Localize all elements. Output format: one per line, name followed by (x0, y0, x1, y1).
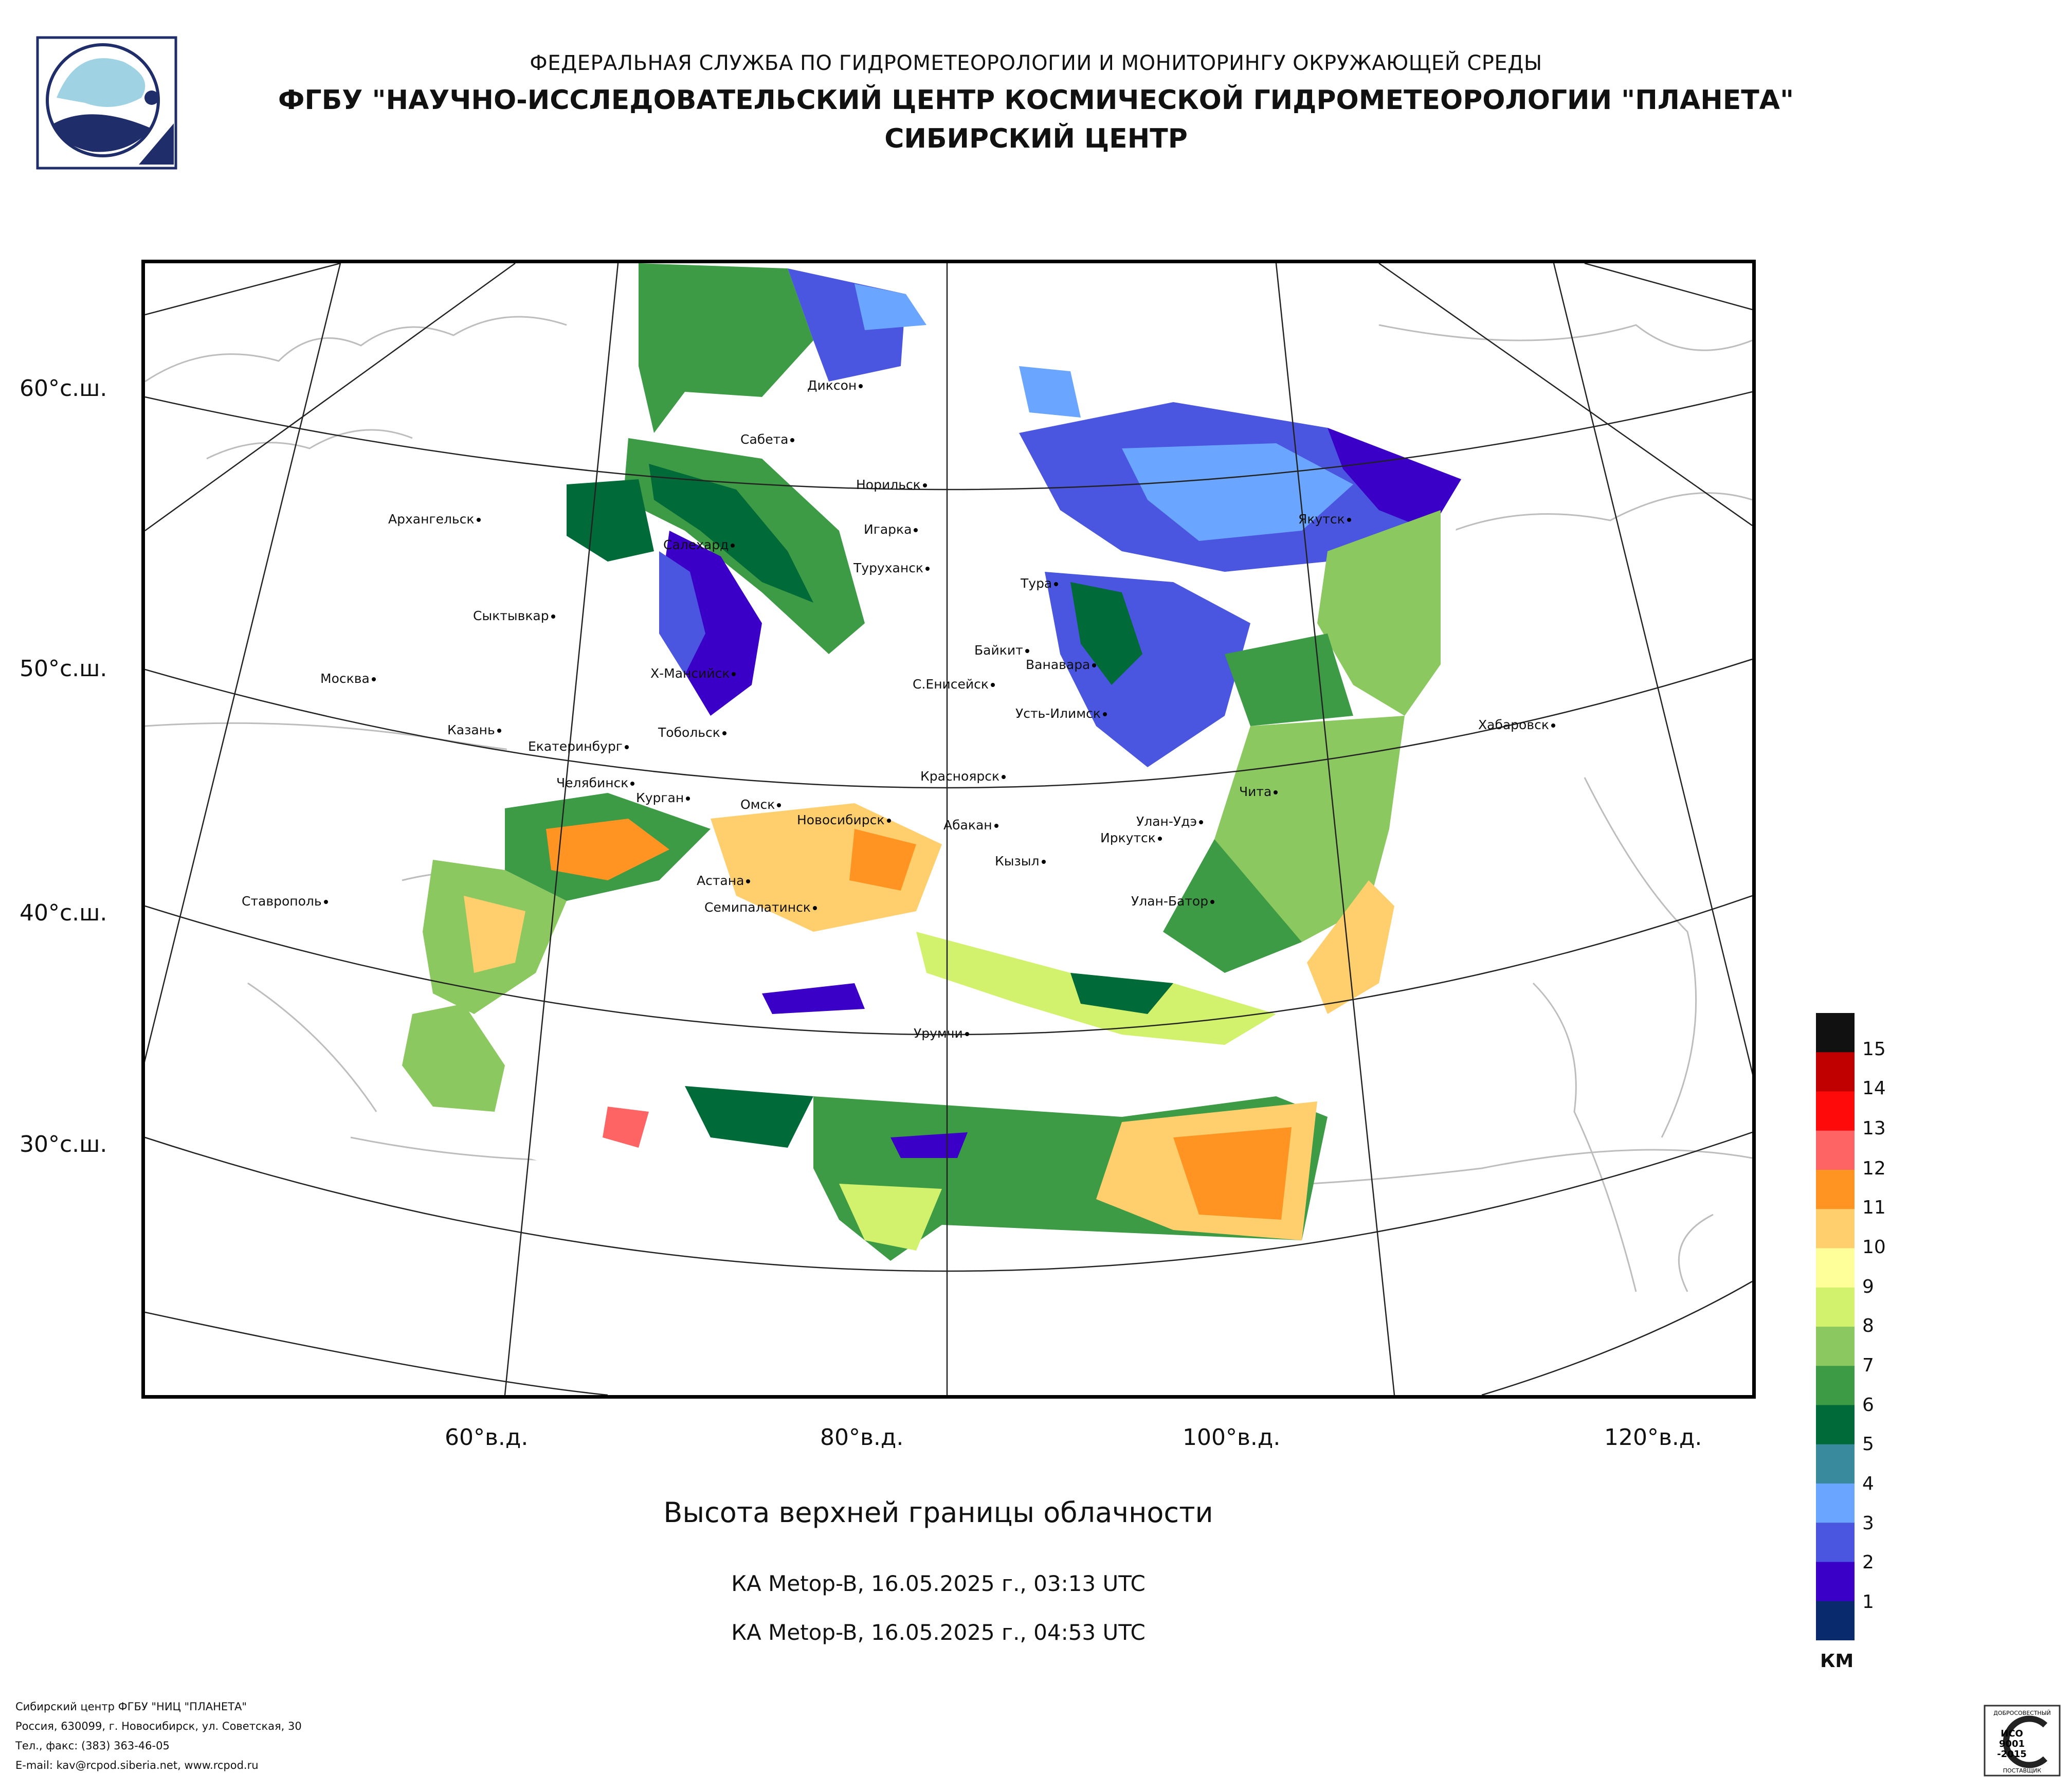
city-kyzyl: Кызыл (995, 854, 1046, 869)
lat-label-30: 30°с.ш. (20, 1131, 107, 1157)
city-urumchi: Урумчи (914, 1026, 969, 1041)
lon-label-80: 80°в.д. (820, 1424, 904, 1451)
cert-bottom-text: ПОСТАВЩИК (2003, 1767, 2042, 1774)
colorbar-cell (1816, 1327, 1855, 1366)
lon-label-100: 100°в.д. (1183, 1424, 1281, 1451)
satellite-pass-2: КА Metop-B, 16.05.2025 г., 04:53 UTC (731, 1620, 1146, 1645)
city-moskva: Москва (320, 671, 376, 686)
city-chelyabinsk: Челябинск (556, 775, 635, 790)
lat-label-50: 50°с.ш. (20, 656, 107, 682)
city-abakan: Абакан (943, 818, 998, 833)
satellite-pass-1: КА Metop-B, 16.05.2025 г., 03:13 UTC (731, 1571, 1146, 1596)
lon-label-60: 60°в.д. (445, 1424, 529, 1451)
colorbar-cell (1816, 1366, 1855, 1405)
city-yekaterinburg: Екатеринбург (528, 739, 629, 754)
cloud-height-colorbar (1816, 1013, 1855, 1640)
colorbar-cell (1816, 1287, 1855, 1327)
city-stavropol: Ставрополь (242, 894, 328, 909)
colorbar-cell (1816, 1091, 1855, 1131)
city-omsk: Омск (740, 797, 781, 812)
cert-top-text: ДОБРОСОВЕСТНЫЙ (1993, 1710, 2051, 1716)
graticule (145, 263, 1752, 1395)
legend-label-6: 6 (1862, 1395, 1874, 1416)
city-ulan-ude: Улан-Удэ (1136, 814, 1204, 829)
map-title: Высота верхней границы облачности (663, 1496, 1213, 1529)
city-turukhansk: Туруханск (853, 560, 930, 575)
legend-label-2: 2 (1862, 1552, 1874, 1573)
legend-label-10: 10 (1862, 1237, 1886, 1258)
iso-certification-badge: ДОБРОСОВЕСТНЫЙ ИСО 9001 -2015 ПОСТАВЩИК (1984, 1705, 2061, 1777)
map-frame (141, 260, 1756, 1399)
cert-2015-text: -2015 (1997, 1749, 2027, 1760)
legend-label-4: 4 (1862, 1473, 1874, 1494)
legend-label-3: 3 (1862, 1513, 1874, 1534)
city-dikson: Диксон (807, 378, 863, 393)
city-krasnoyarsk: Красноярск (920, 769, 1006, 784)
colorbar-cell (1816, 1601, 1855, 1640)
city-astana: Астана (697, 873, 751, 888)
planeta-logo (36, 36, 177, 170)
footer-org: Сибирский центр ФГБУ "НИЦ "ПЛАНЕТА" (15, 1700, 247, 1713)
colorbar-cell (1816, 1484, 1855, 1523)
legend-label-15: 15 (1862, 1039, 1886, 1060)
city-syktyvkar: Сыктывкар (473, 608, 555, 623)
colorbar-cell (1816, 1052, 1855, 1092)
city-s-yeniseysk: С.Енисейск (913, 677, 995, 692)
colorbar-cell (1816, 1562, 1855, 1602)
center-line: СИБИРСКИЙ ЦЕНТР (884, 123, 1188, 154)
city-igarka: Игарка (864, 522, 918, 537)
city-semipalatinsk: Семипалатинск (704, 900, 817, 915)
city-ust-ilimsk: Усть-Илимск (1015, 706, 1107, 721)
city-khabarovsk: Хабаровск (1478, 717, 1555, 732)
footer-email: E-mail: kav@rcpod.siberia.net, www.rcpod… (15, 1759, 259, 1771)
footer-address: Россия, 630099, г. Новосибирск, ул. Сове… (15, 1720, 302, 1732)
city-khanty-mansiysk: Х-Мансийск (650, 666, 736, 681)
colorbar-cell (1816, 1523, 1855, 1562)
cert-iso-text: ИСО (2001, 1728, 2023, 1739)
city-norilsk: Норильск (856, 477, 927, 492)
colorbar-cell (1816, 1209, 1855, 1249)
legend-label-9: 9 (1862, 1276, 1874, 1297)
colorbar-cell (1816, 1405, 1855, 1445)
footer-phone: Тел., факс: (383) 363-46-05 (15, 1740, 170, 1752)
lon-label-120: 120°в.д. (1604, 1424, 1702, 1451)
city-tura: Тура (1021, 576, 1059, 591)
lat-label-40: 40°с.ш. (20, 900, 107, 926)
colorbar-cell (1816, 1170, 1855, 1209)
institute-line: ФГБУ "НАУЧНО-ИССЛЕДОВАТЕЛЬСКИЙ ЦЕНТР КОС… (278, 85, 1794, 116)
city-ulan-bator: Улан-Батор (1131, 894, 1215, 909)
city-kazan: Казань (447, 722, 501, 737)
city-arkhangelsk: Архангельск (388, 512, 481, 527)
colorbar-cell (1816, 1248, 1855, 1288)
agency-line: ФЕДЕРАЛЬНАЯ СЛУЖБА ПО ГИДРОМЕТЕОРОЛОГИИ … (530, 51, 1542, 75)
footer-contacts: Сибирский центр ФГБУ "НИЦ "ПЛАНЕТА" Росс… (15, 1697, 302, 1775)
colorbar-cell (1816, 1013, 1855, 1053)
legend-label-13: 13 (1862, 1118, 1886, 1139)
colorbar-cell (1816, 1130, 1855, 1170)
city-irkutsk: Иркутск (1100, 830, 1162, 845)
legend-label-7: 7 (1862, 1355, 1874, 1376)
cloud-swath (387, 263, 1461, 1271)
city-yakutsk: Якутск (1298, 512, 1351, 527)
lat-label-60: 60°с.ш. (20, 375, 107, 402)
legend-label-12: 12 (1862, 1158, 1886, 1179)
city-vanavara: Ванавара (1026, 657, 1097, 672)
colorbar-cell (1816, 1444, 1855, 1484)
city-sabeta: Сабета (740, 432, 795, 447)
cert-9001-text: 9001 (1999, 1739, 2025, 1749)
legend-label-1: 1 (1862, 1591, 1874, 1613)
legend-label-5: 5 (1862, 1434, 1874, 1455)
legend-units: КМ (1820, 1651, 1854, 1672)
city-chita: Чита (1239, 784, 1278, 799)
city-baykit: Байкит (974, 643, 1029, 658)
city-kurgan: Курган (636, 790, 690, 805)
legend-label-11: 11 (1862, 1197, 1886, 1218)
cloud-map (145, 263, 1752, 1395)
legend-label-14: 14 (1862, 1078, 1886, 1099)
legend-label-8: 8 (1862, 1315, 1874, 1336)
city-novosibirsk: Новосибирск (797, 812, 891, 827)
city-tobolsk: Тобольск (658, 725, 726, 740)
city-salekhard: Салехард (663, 537, 735, 552)
